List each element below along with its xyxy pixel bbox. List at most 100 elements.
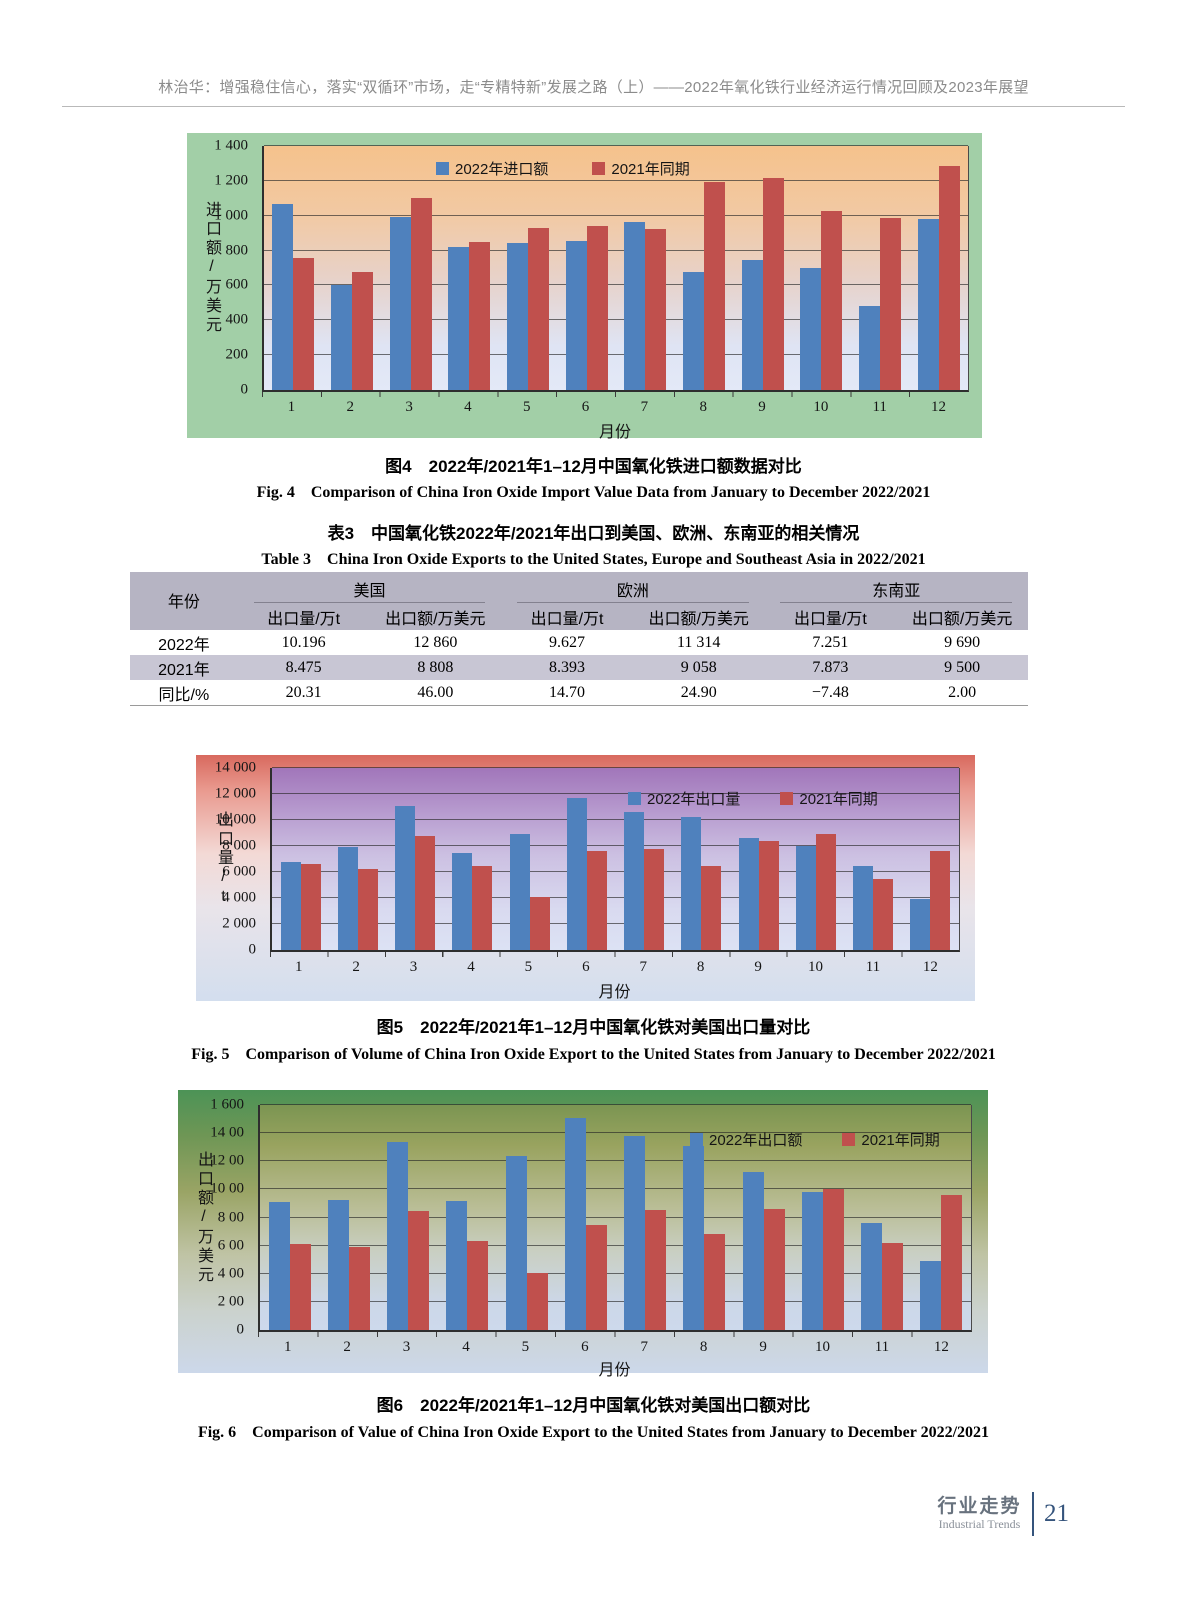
x-axis-tick-labels: 1 2 3 4 5 6 7 8 9 10 11 12: [258, 1339, 971, 1356]
bar: [762, 178, 784, 390]
bar: [529, 896, 550, 950]
bar-group-month-10: [787, 768, 844, 950]
bar-group-month-2: [319, 1105, 378, 1330]
table-cell: 8.475: [285, 658, 322, 676]
table3: 年份 美国 欧洲 东南亚 出口量/万t 出口额/万美元 出口量/万t 出口额/万美元 出口量…: [130, 572, 1028, 706]
x-tick-label: 2: [346, 399, 354, 415]
table3-subheader: 出口量/万t: [237, 603, 370, 630]
grid-line: [264, 179, 968, 181]
y-tick-label: 1 600: [210, 1096, 244, 1113]
table3-subheader: 出口额/万美元: [632, 603, 765, 630]
bar: [448, 247, 470, 390]
bar: [272, 204, 294, 390]
x-tick-label: 7: [640, 1339, 648, 1355]
legend-swatch: [842, 1133, 856, 1146]
page-number: 21: [1044, 1500, 1069, 1527]
y-tick-label: 14 000: [214, 759, 256, 776]
footer-section-title: 行业走势 Industrial Trends: [937, 1496, 1021, 1531]
bar: [408, 1211, 430, 1330]
y-tick-label: 8 00: [217, 1209, 244, 1225]
table-cell: 20.31: [237, 680, 370, 706]
grid-line: [264, 249, 968, 251]
grid-line: [264, 145, 968, 146]
y-tick-label: 0: [240, 381, 249, 398]
header-rule: [62, 106, 1125, 107]
table-cell: 46.00: [369, 680, 502, 706]
plot-area: 2022年出口量 2021年同期: [270, 767, 960, 952]
table3-subheader: 出口量/万t: [501, 603, 633, 630]
bar: [337, 847, 358, 950]
bar-group-month-8: [673, 768, 730, 950]
legend-item: 2022年出口额: [690, 1129, 802, 1150]
x-tick-label: 9: [754, 959, 762, 975]
bar: [882, 1242, 904, 1330]
bar: [289, 1243, 311, 1330]
y-axis-title: 进口额/万美元: [203, 201, 220, 335]
bar: [507, 242, 529, 390]
bar: [357, 869, 378, 950]
bar: [741, 260, 763, 390]
y-tick-label: 6 000: [222, 863, 256, 880]
footer-divider: [1031, 1492, 1034, 1536]
bar: [801, 1192, 823, 1330]
grid-line: [272, 793, 959, 794]
x-tick-label: 3: [409, 959, 418, 975]
bar: [327, 1199, 349, 1330]
bar-group-month-10: [792, 146, 851, 390]
bar: [387, 1142, 409, 1330]
x-tick-label: 1: [287, 399, 296, 415]
table-cell: 9 058: [680, 658, 717, 676]
bar-group-month-3: [379, 1105, 438, 1330]
caption-fig5-en: Fig. 5 Comparison of Volume of China Iro…: [191, 1046, 996, 1063]
bar: [704, 181, 726, 390]
bar-group-month-7: [616, 1105, 675, 1330]
bar: [930, 851, 951, 950]
x-axis-tick-labels: 1 2 3 4 5 6 7 8 9 10 11 12: [270, 959, 959, 976]
y-axis-tick-labels: 0 200 400 600 800 1 000 1 200 1 400: [187, 138, 255, 397]
y-tick-label: 6 00: [217, 1237, 244, 1254]
legend-swatch: [628, 792, 641, 805]
y-tick-label: 200: [225, 346, 249, 363]
bar: [800, 268, 822, 390]
caption-fig5-zh: 图5 2022年/2021年1–12月中国氧化铁对美国出口量对比: [376, 1018, 811, 1037]
x-tick-label: 8: [699, 399, 707, 415]
y-axis-tick-labels: 0 2 000 4 000 6 000 8 000 10 000 12 000 14 000: [196, 760, 263, 957]
x-tick-label: 8: [699, 1339, 708, 1355]
x-tick-label: 5: [524, 959, 533, 975]
caption-fig4-zh: 图4 2022年/2021年1–12月中国氧化铁进口额数据对比: [385, 457, 802, 476]
bar: [624, 221, 646, 390]
y-axis-tick-labels: 0 2 00 4 00 6 00 8 00 10 00 12 00 14 00 1 600: [178, 1097, 251, 1337]
x-tick-label: 10: [808, 959, 823, 975]
table-cell: 2021年: [158, 661, 210, 679]
bar-group-month-6: [556, 1105, 615, 1330]
table3-group-header: 东南亚: [764, 572, 1028, 603]
bar-group-month-2: [323, 146, 382, 390]
bar: [566, 797, 587, 950]
y-tick-label: 12 00: [210, 1152, 244, 1169]
plot-area: 2022年出口额 2021年同期: [258, 1104, 972, 1332]
bar: [331, 285, 352, 390]
table3-subheader: 出口额/万美元: [896, 603, 1028, 630]
bar: [861, 1223, 883, 1330]
legend-item: 2022年出口量: [628, 788, 740, 809]
y-tick-label: 10 00: [210, 1180, 244, 1197]
bar-group-month-4: [440, 146, 499, 390]
caption-table3-zh: 表3 中国氧化铁2022年/2021年出口到美国、欧洲、东南亚的相关情况: [327, 524, 860, 543]
legend-label: 2022年进口额: [455, 161, 549, 178]
bar-group-month-2: [329, 768, 386, 950]
bar: [268, 1202, 290, 1330]
bar: [564, 1118, 586, 1330]
x-tick-label: 4: [462, 1339, 470, 1355]
table-cell: 24.90: [632, 680, 765, 706]
gridlines: [264, 145, 968, 390]
bar: [795, 846, 816, 950]
bar: [859, 306, 881, 390]
bar-group-month-9: [733, 146, 792, 390]
table-cell: 9 690: [944, 633, 981, 651]
caption-fig6-en: Fig. 6 Comparison of Value of China Iron…: [197, 1424, 990, 1441]
chart-fig4: 进口额/万美元 0 200 400 600 800 1 000 1 200 1 400 202…: [187, 133, 982, 441]
x-tick-label: 4: [464, 399, 472, 415]
bar: [910, 899, 931, 950]
legend-label: 2022年出口量: [647, 791, 741, 808]
y-tick-label: 0: [248, 941, 257, 958]
